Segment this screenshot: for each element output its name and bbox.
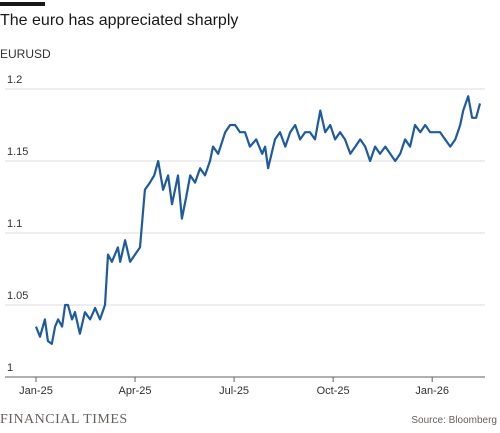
x-tick-label: Oct-25 bbox=[317, 385, 350, 397]
chart-subtitle: EURUSD bbox=[0, 47, 51, 61]
x-tick-label: Jan-25 bbox=[19, 385, 53, 397]
brand: FINANCIAL TIMES bbox=[0, 412, 128, 427]
y-tick-label: 1.1 bbox=[7, 218, 22, 230]
x-tick-label: Jul-25 bbox=[219, 385, 249, 397]
brand-bar bbox=[0, 2, 45, 6]
x-tick-label: Apr-25 bbox=[119, 385, 152, 397]
chart-title: The euro has appreciated sharply bbox=[0, 12, 238, 29]
x-tick-label: Jan-26 bbox=[415, 385, 449, 397]
y-tick-label: 1.15 bbox=[7, 146, 28, 158]
source: Source: Bloomberg bbox=[411, 415, 497, 426]
y-tick-label: 1.2 bbox=[7, 74, 22, 86]
line bbox=[34, 95, 482, 345]
y-tick-label: 1 bbox=[7, 362, 13, 374]
y-tick-label: 1.05 bbox=[7, 290, 28, 302]
